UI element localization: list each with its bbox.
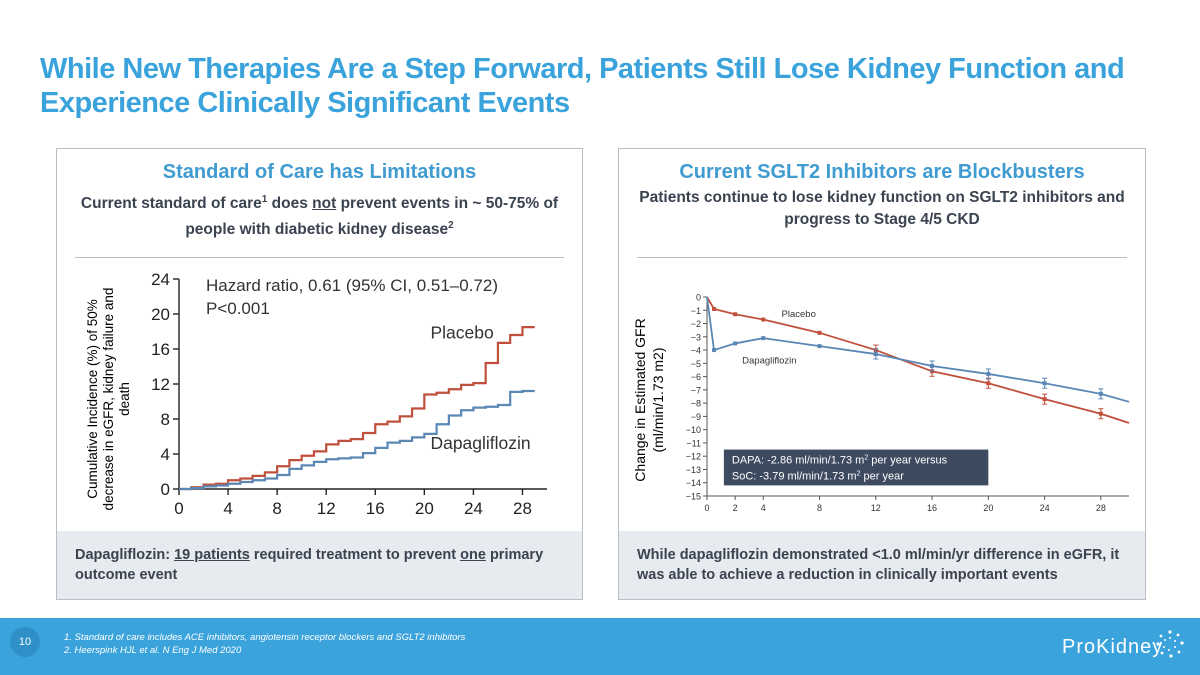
y-tick-label: 12 [151, 375, 170, 394]
footer-text: Dapagliflozin: [75, 547, 175, 563]
chart2-y-axis-label: Change in Estimated GFR (ml/min/1.73 m2) [632, 318, 666, 482]
logo-starburst-icon [1156, 630, 1184, 658]
x-tick-label: 12 [871, 503, 881, 513]
y-tick-label: −7 [691, 385, 701, 395]
subtitle-text: Current standard of care [80, 195, 262, 213]
y-tick-label: 4 [161, 445, 170, 464]
data-point [712, 348, 717, 353]
y-tick-label: 20 [151, 305, 170, 324]
annotation-box [723, 449, 989, 486]
x-tick-label: 12 [317, 499, 336, 518]
chart1-y-axis-label: Cumulative Incidence (%) of 50% decrease… [85, 287, 132, 511]
x-tick-label: 8 [817, 503, 822, 513]
y-tick-label: −9 [691, 412, 701, 422]
y-tick-label: 0 [161, 480, 170, 499]
y-tick-label: −12 [686, 452, 701, 462]
left-panel: Standard of Care has Limitations Current… [56, 148, 583, 600]
x-tick-label: 24 [464, 499, 483, 518]
y-tick-label: −13 [686, 465, 701, 475]
x-tick-label: 0 [174, 499, 183, 518]
data-point [761, 317, 766, 322]
x-tick-label: 20 [983, 503, 993, 513]
footnote-2: 2. Heerspink HJL et al. N Eng J Med 2020 [64, 645, 242, 656]
right-panel-subtitle: Patients continue to lose kidney functio… [639, 189, 1125, 228]
subtitle-emphasis: not [312, 195, 337, 213]
x-tick-label: 4 [761, 503, 766, 513]
y-tick-label: 8 [161, 410, 170, 429]
x-tick-label: 16 [366, 499, 385, 518]
data-point [712, 306, 717, 311]
subtitle-text: does [267, 195, 313, 213]
series-line-dapagliflozin [706, 296, 1130, 403]
annotation-text: DAPA: -2.86 ml/min/1.73 m2 per year vers… [732, 455, 948, 467]
x-tick-label: 8 [272, 499, 281, 518]
x-tick-label: 20 [415, 499, 434, 518]
footnote-1: 1. Standard of care includes ACE inhibit… [64, 632, 466, 643]
y-tick-label: −15 [686, 492, 701, 502]
logo-text: ProKidney [1062, 636, 1164, 658]
data-point [733, 341, 738, 346]
x-tick-label: 16 [927, 503, 937, 513]
footer-emphasis: one [460, 547, 486, 563]
y-tick-label: −4 [691, 346, 701, 356]
chart-annotation: Hazard ratio, 0.61 (95% CI, 0.51–0.72) [206, 276, 498, 295]
right-panel-divider [637, 257, 1127, 258]
right-panel-footer: While dapagliflozin demonstrated <1.0 ml… [619, 531, 1145, 599]
series-label-placebo: Placebo [430, 323, 493, 343]
left-panel-divider [75, 257, 564, 258]
egfr-change-chart: 0−1−2−3−4−5−6−7−8−9−10−11−12−13−14−150 2 4… [686, 293, 1130, 513]
y-tick-label: −10 [686, 425, 701, 435]
x-tick-label: 24 [1040, 503, 1050, 513]
right-panel-title: Current SGLT2 Inhibitors are Blockbuster… [679, 161, 1085, 183]
slide-title: While New Therapies Are a Step Forward, … [40, 53, 1125, 119]
y-tick-label: 24 [151, 270, 170, 289]
footer-bar [0, 618, 1200, 675]
right-panel: Current SGLT2 Inhibitors are Blockbuster… [618, 148, 1146, 600]
y-tick-label: −1 [691, 306, 701, 316]
x-tick-label: 0 [704, 503, 709, 513]
footer-text: primary outcome event [75, 547, 544, 583]
y-tick-label: 16 [151, 340, 170, 359]
page-number: 10 [10, 627, 40, 657]
data-point [817, 344, 822, 349]
subtitle-footnote-ref: 1 [261, 194, 268, 205]
x-tick-label: 28 [513, 499, 532, 518]
company-logo: ProKidney [1062, 630, 1184, 659]
series-line-placebo [179, 326, 535, 491]
y-tick-label: −5 [691, 359, 701, 369]
subtitle-footnote-ref: 2 [448, 220, 454, 232]
x-tick-label: 4 [223, 499, 232, 518]
data-point [817, 330, 822, 335]
y-tick-label: −8 [691, 399, 701, 409]
data-point [733, 312, 738, 317]
y-tick-label: −6 [691, 372, 701, 382]
left-panel-subtitle: Current standard of care1 does not preve… [77, 189, 562, 241]
footer-emphasis: 19 patients [174, 547, 250, 563]
data-point [761, 336, 766, 341]
y-tick-label: −11 [686, 438, 701, 448]
y-tick-label: −3 [691, 332, 701, 342]
x-tick-label: 2 [733, 503, 738, 513]
annotation-text: SoC: -3.79 ml/min/1.73 m2 per year [732, 471, 904, 483]
y-tick-label: −14 [686, 478, 701, 488]
x-tick-label: 28 [1096, 503, 1106, 513]
y-tick-label: 0 [696, 293, 701, 303]
footer-text: required treatment to prevent [249, 547, 461, 563]
kaplan-meier-chart: 0 4 8 12 16 20 24 0 4 8 12 16 20 24 28 Placebo Dapaglifl… [151, 270, 547, 518]
left-panel-title: Standard of Care has Limitations [162, 161, 477, 183]
series-label-dapagliflozin: Dapagliflozin [742, 355, 796, 366]
left-panel-footer: Dapagliflozin: 19 patients required trea… [57, 531, 582, 599]
subtitle-text: prevent events in ~ 50-75% of people wit… [185, 195, 559, 239]
series-label-dapagliflozin: Dapagliflozin [430, 433, 530, 453]
series-label-placebo: Placebo [782, 309, 816, 320]
y-tick-label: −2 [691, 319, 701, 329]
chart-annotation: P<0.001 [206, 299, 270, 318]
series-line-dapagliflozin [179, 389, 535, 491]
